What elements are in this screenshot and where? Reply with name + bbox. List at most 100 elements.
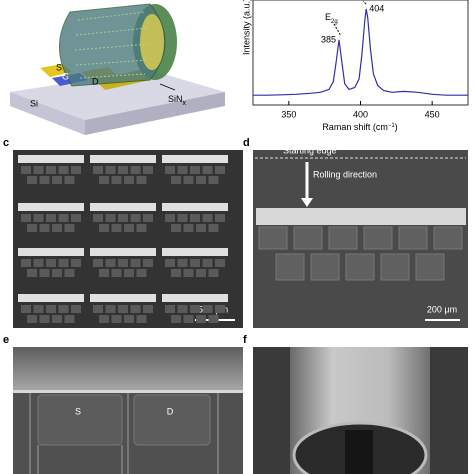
peak-label: 404 [369,3,384,13]
plot-frame [252,0,469,106]
pad [39,224,50,232]
channel [345,430,373,474]
pad [208,224,219,232]
pad [208,176,219,184]
pad [258,226,288,250]
y-axis-label: Intensity (a.u.) [241,0,251,55]
pad [190,305,200,313]
pad [130,305,141,313]
rolled-strip [162,203,228,211]
pad [433,226,463,250]
pad [64,315,75,323]
rolled-tube [59,3,166,87]
pad [71,259,81,267]
pad [363,226,393,250]
pad [39,176,50,184]
label: Si [30,98,38,108]
pad [124,224,134,232]
pad [124,176,134,184]
rolled-strip [162,248,228,256]
pad [208,315,219,323]
pad [33,305,44,313]
pad [105,259,116,267]
pad [118,259,128,267]
pad [21,214,31,222]
rolled-strip [18,203,84,211]
trace [29,393,219,474]
pad [202,259,213,267]
scale-bar-label: 200 μm [427,304,457,314]
pad [215,259,225,267]
subscript: x [183,100,187,107]
substrate-front [85,92,225,135]
pad [21,166,31,174]
tube-inner [140,14,164,70]
pad [190,214,200,222]
pad [202,305,213,313]
pad [177,305,188,313]
pad [71,214,81,222]
pad [99,315,109,323]
pad [27,269,37,277]
pad [58,305,69,313]
rolled-strip [90,203,156,211]
pad [93,166,103,174]
rolled-strip [90,248,156,256]
pad [171,315,181,323]
pad [177,259,188,267]
pad [136,315,147,323]
device-illustration: S G D Si SiNx [10,3,225,135]
pad [177,166,188,174]
x-tick-label: 350 [281,109,296,119]
peak-label: 385 [321,34,336,44]
pad [165,259,175,267]
pad [196,269,206,277]
annotation-line [333,23,342,37]
pad [345,253,375,281]
pad [46,166,56,174]
rolled-region [13,347,243,392]
pad [133,394,211,446]
pad [118,166,128,174]
pad [143,259,153,267]
label: G [62,71,69,81]
electrode-label: S [75,406,81,416]
pad [130,214,141,222]
pad [177,214,188,222]
rolled-strip [162,155,228,163]
panel-label: e [3,334,9,346]
pad [39,269,50,277]
pad [165,166,175,174]
scale-bar-label: 500 μm [198,304,228,314]
pad [27,315,37,323]
pad [93,305,103,313]
pad [64,224,75,232]
superscript: −1 [388,123,396,129]
x-tick-label: 450 [425,109,440,119]
annotation: Starting edge [283,145,337,155]
pad [124,269,134,277]
pad [183,269,194,277]
pad [165,214,175,222]
x-axis-label: Raman shift (cm [322,122,388,132]
panel-label: d [243,137,250,149]
pad [130,259,141,267]
pad [202,214,213,222]
pad [105,305,116,313]
pad [143,166,153,174]
pad [118,214,128,222]
pad [275,253,305,281]
pad [310,253,340,281]
pad [118,305,128,313]
pad [215,214,225,222]
pad [33,166,44,174]
pad [33,214,44,222]
pad [165,305,175,313]
pad [64,176,75,184]
pad [111,315,122,323]
rolled-strip [18,155,84,163]
pad [196,176,206,184]
mesh [74,11,151,79]
x-axis-label: Raman shift (cm−1) [322,122,397,132]
